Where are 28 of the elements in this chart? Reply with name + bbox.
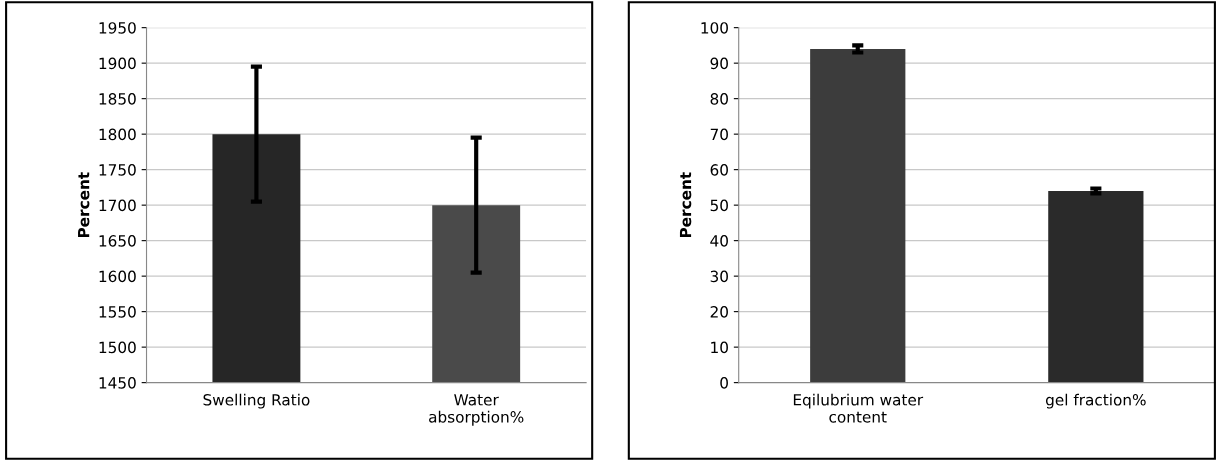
- y-tick-label: 0: [720, 377, 728, 389]
- y-tick-label: 70: [710, 128, 728, 141]
- x-tick-label: gel fraction%: [1045, 393, 1146, 409]
- y-tick-label: 1450: [99, 377, 136, 389]
- y-tick-label: 80: [710, 93, 728, 105]
- y-tick-label: 1750: [99, 164, 136, 176]
- y-tick-label: 1800: [99, 128, 136, 141]
- y-axis-title: Percent: [679, 172, 692, 238]
- y-tick-label: 1650: [99, 235, 136, 247]
- y-tick-label: 20: [710, 306, 728, 318]
- y-tick-label: 1500: [99, 341, 136, 354]
- y-tick-label: 90: [710, 57, 728, 70]
- y-tick-label: 1950: [99, 22, 136, 34]
- x-tick-label: Water absorption%: [429, 394, 524, 426]
- y-tick-label: 50: [710, 199, 728, 212]
- x-tick-label: Swelling Ratio: [203, 393, 310, 409]
- y-tick-label: 40: [710, 235, 728, 247]
- y-tick-label: 100: [701, 22, 728, 34]
- y-tick-label: 60: [710, 164, 728, 176]
- y-tick-label: 1700: [99, 199, 136, 212]
- y-tick-label: 1850: [99, 93, 136, 105]
- y-tick-label: 1600: [99, 270, 136, 283]
- y-axis-title: Percent: [78, 172, 90, 238]
- y-tick-label: 30: [710, 270, 728, 283]
- y-tick-label: 1550: [99, 306, 136, 318]
- y-tick-label: 1900: [99, 57, 136, 70]
- y-tick-label: 10: [711, 341, 728, 354]
- x-tick-label: Eqilubrium water content: [793, 393, 924, 423]
